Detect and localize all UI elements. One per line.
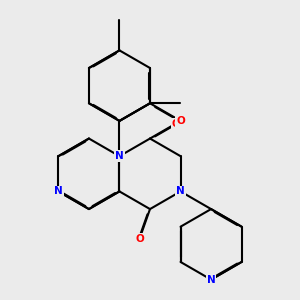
Text: O: O: [135, 234, 144, 244]
Text: N: N: [54, 186, 63, 197]
Text: N: N: [115, 151, 124, 161]
Text: N: N: [176, 186, 185, 197]
Text: N: N: [207, 274, 215, 285]
Text: O: O: [176, 116, 185, 126]
Text: O: O: [172, 118, 180, 129]
